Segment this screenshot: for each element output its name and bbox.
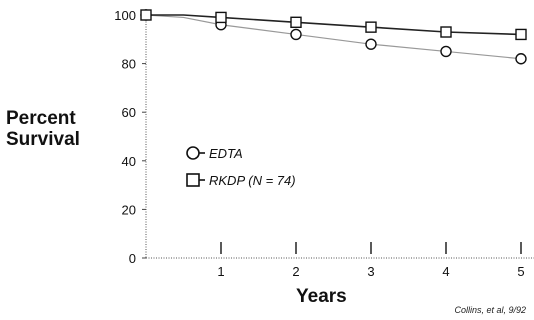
y-tick-label: 100	[114, 8, 136, 23]
legend-label-edta: EDTA	[209, 146, 243, 161]
rkdp-data-point	[140, 9, 152, 21]
y-tick-label: 20	[122, 202, 136, 217]
edta-data-point	[440, 45, 452, 58]
citation-annotation: Collins, et al, 9/92	[454, 305, 526, 315]
y-tick-label: 80	[122, 57, 136, 72]
x-axis-label: Years	[296, 286, 347, 307]
y-axis-label: Percent Survival	[6, 108, 80, 150]
series-line-1	[146, 14, 522, 36]
y-tick-label: 40	[122, 154, 136, 169]
rkdp-data-point	[515, 28, 527, 41]
x-tick-label: 1	[217, 264, 224, 279]
rkdp-data-point	[290, 16, 302, 28]
x-tick-label: 3	[367, 264, 374, 279]
x-tick-label: 2	[292, 264, 299, 279]
y-tick-label: 0	[129, 251, 136, 266]
legend-square-icon	[186, 173, 200, 187]
edta-data-point	[515, 53, 527, 65]
series-line-0	[145, 14, 522, 60]
legend-circle-icon	[186, 146, 200, 160]
edta-data-point	[365, 38, 377, 50]
x-tick-label: 4	[442, 264, 449, 279]
rkdp-data-point	[215, 11, 227, 24]
rkdp-data-point	[440, 26, 452, 38]
legend-label-rkdp: RKDP (N = 74)	[209, 173, 296, 188]
x-tick-label: 5	[517, 264, 524, 279]
y-tick-label: 60	[122, 105, 136, 120]
edta-data-point	[290, 28, 302, 41]
rkdp-data-point	[365, 21, 377, 33]
